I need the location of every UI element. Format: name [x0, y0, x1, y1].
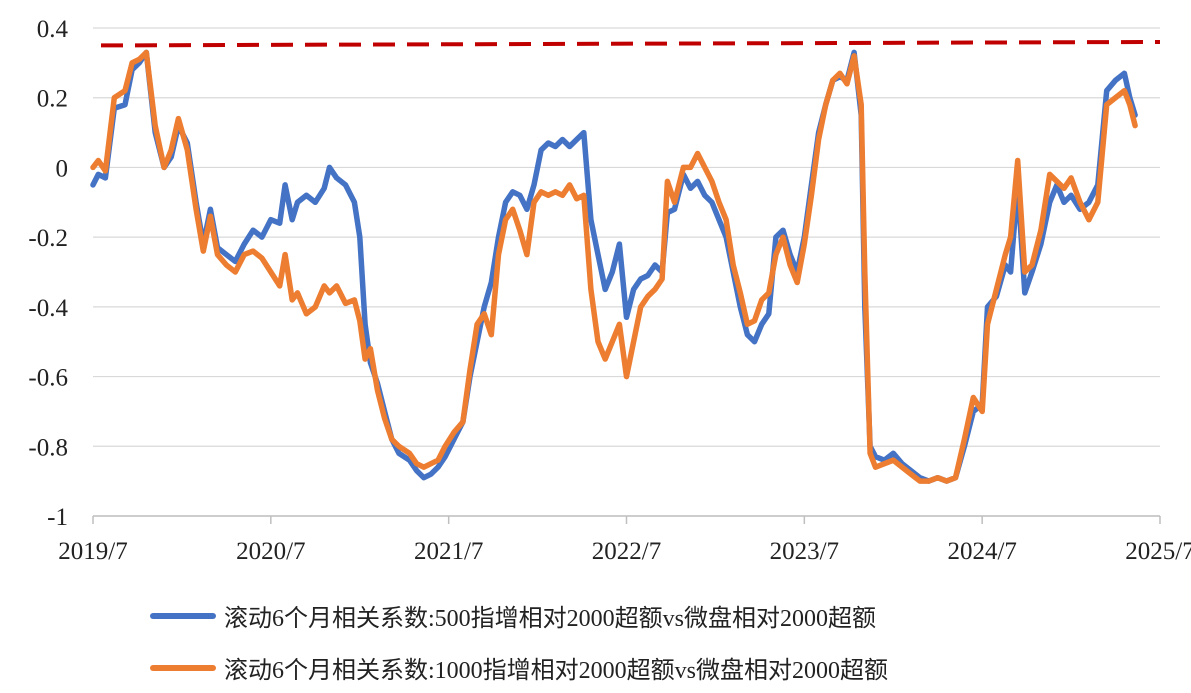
y-tick-label: 0.2: [37, 86, 68, 113]
y-tick-label: 0.4: [37, 16, 69, 43]
x-tick-label: 2023/7: [770, 538, 839, 565]
y-tick-label: -0.4: [28, 295, 68, 322]
series-line-1: [90, 49, 1138, 484]
reference-dashed-line: [100, 39, 1161, 48]
x-tick-label: 2022/7: [592, 538, 661, 565]
y-tick-label: 0: [56, 155, 69, 182]
series-line-2: [90, 49, 1138, 484]
y-tick-label: -0.8: [28, 434, 68, 461]
y-tick-label: -0.2: [28, 225, 68, 252]
legend-label-2: 滚动6个月相关系数:1000指增相对2000超额vs微盘相对2000超额: [224, 658, 889, 684]
legend-item-1: 滚动6个月相关系数:500指增相对2000超额vs微盘相对2000超额: [150, 598, 876, 633]
y-axis-ticks: 0.4 0.2 0 -0.2 -0.4 -0.6 -0.8 -1: [28, 16, 68, 531]
legend-swatch-orange: [150, 664, 216, 671]
x-tick-label: 2024/7: [947, 538, 1016, 565]
x-tick-label: 2021/7: [414, 538, 483, 565]
reference-line: [100, 39, 1161, 48]
y-tick-label: -0.6: [28, 365, 68, 392]
legend-item-2: 滚动6个月相关系数:1000指增相对2000超额vs微盘相对2000超额: [150, 650, 888, 685]
x-axis: 2019/7 2020/7 2021/7 2022/7 2023/7 2024/7 2025…: [58, 515, 1191, 565]
series-lines: [90, 49, 1138, 484]
legend-swatch-blue: [150, 612, 216, 619]
legend-label-1: 滚动6个月相关系数:500指增相对2000超额vs微盘相对2000超额: [224, 606, 877, 632]
x-tick-label: 2019/7: [58, 538, 127, 565]
y-tick-label: -1: [47, 504, 68, 531]
x-tick-label: 2020/7: [236, 538, 305, 565]
x-tick-label: 2025/7: [1125, 538, 1191, 565]
